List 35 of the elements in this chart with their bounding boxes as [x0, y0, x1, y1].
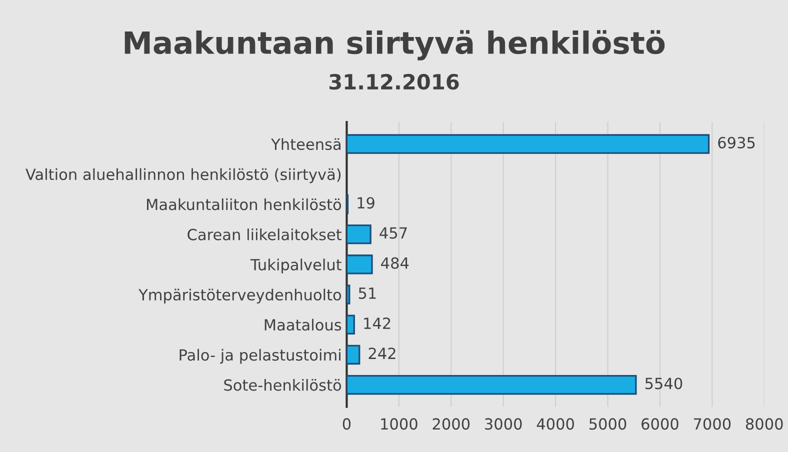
bar: [346, 344, 360, 365]
chart-subtitle: 31.12.2016: [330, 74, 459, 90]
x-tick-label: 2000: [432, 418, 470, 430]
chart-title: Maakuntaan siirtyvä henkilöstö: [124, 30, 665, 60]
bar: [346, 254, 373, 274]
data-label: 51: [358, 288, 376, 299]
x-tick-label: 8000: [746, 418, 783, 430]
y-tick-label: Yhteensä: [271, 138, 340, 150]
y-tick-label: Sote-henkilöstö: [224, 379, 342, 391]
y-tick-label: Maatalous: [264, 318, 342, 331]
bar: [346, 284, 350, 304]
x-tick-label: 4000: [536, 418, 574, 430]
data-label: 484: [381, 257, 409, 269]
x-tick-label: 3000: [485, 418, 522, 430]
data-label: 19: [358, 197, 374, 209]
x-tick-label: 0: [342, 418, 351, 430]
bar: [346, 134, 710, 154]
y-tick-label: Tukipalvelut: [250, 258, 342, 274]
x-tick-label: 1000: [381, 418, 418, 430]
data-label: 142: [364, 318, 390, 329]
data-label: 457: [380, 227, 407, 239]
bar: [346, 224, 372, 244]
y-tick-label: Valtion aluehallinnon henkilöstö (siirtyvä): [26, 168, 341, 184]
y-tick-label: Ympäristöterveydenhuolto: [138, 288, 342, 304]
x-tick-label: 7000: [694, 418, 731, 430]
x-tick-label: 5000: [589, 418, 626, 430]
bar: [346, 374, 637, 395]
y-tick-label: Palo- ja pelastustoimi: [180, 348, 340, 364]
data-label: 242: [368, 348, 396, 359]
data-label: 6935: [718, 136, 755, 148]
data-label: 5540: [645, 378, 682, 390]
x-tick-label: 6000: [642, 418, 678, 430]
y-tick-label: Carean liikelaitokset: [188, 228, 342, 240]
y-tick-label: Maakuntaliiton henkilöstö: [147, 198, 342, 210]
bar: [346, 314, 355, 334]
